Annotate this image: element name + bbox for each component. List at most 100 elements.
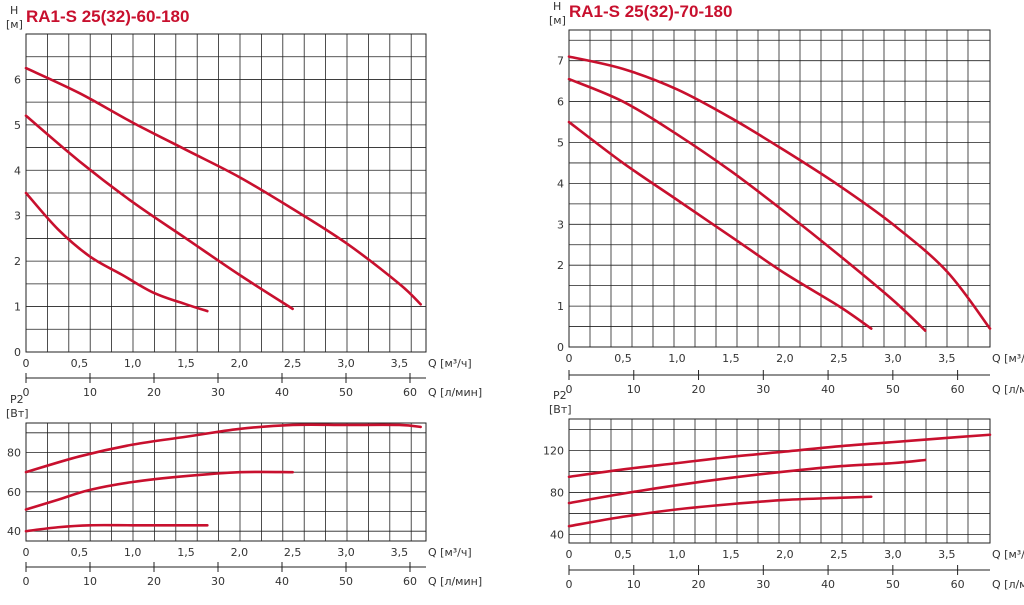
x-tick-label: 0 bbox=[566, 352, 573, 365]
y-tick-label: 1 bbox=[14, 301, 21, 314]
y-axis-unit-label: [м] bbox=[549, 14, 566, 27]
secondary-x-tick-label: 60 bbox=[951, 383, 965, 396]
y-tick-label: 0 bbox=[557, 341, 564, 354]
plot-frame bbox=[568, 418, 991, 544]
curve-series-3 bbox=[567, 55, 992, 330]
secondary-x-tick-label: 20 bbox=[692, 383, 706, 396]
secondary-x-axis-label: Q [л/мин] bbox=[428, 575, 482, 588]
y-axis-label: H bbox=[553, 0, 561, 13]
x-tick-label: 1,5 bbox=[177, 357, 195, 370]
x-tick-label: 0 bbox=[23, 357, 30, 370]
secondary-x-tick-label: 10 bbox=[83, 575, 97, 588]
y-tick-label: 80 bbox=[7, 447, 21, 460]
secondary-x-tick-label: 0 bbox=[23, 575, 30, 588]
x-tick-label: 2,5 bbox=[284, 546, 302, 559]
secondary-x-tick-label: 0 bbox=[566, 578, 573, 591]
secondary-x-tick-label: 0 bbox=[566, 383, 573, 396]
curve-series-1 bbox=[24, 523, 209, 533]
secondary-x-tick-label: 40 bbox=[821, 578, 835, 591]
chart-left-power: 40 60 80 P2[Вт] 0 0,5 1,0 1,5 2,0 2,5 3,0 3,5 Q [м³/… bbox=[6, 393, 482, 588]
secondary-x-tick-label: 20 bbox=[147, 575, 161, 588]
curve-series-3 bbox=[567, 433, 992, 479]
x-axis-label: Q [м³/ч] bbox=[428, 357, 472, 370]
x-tick-label: 1,5 bbox=[177, 546, 195, 559]
curve-series-2 bbox=[24, 470, 294, 511]
chart-right-head: 0 1 2 3 4 5 6 7 H[м] 0 0,5 1,0 1,5 2,0 2,5 3,0 3,5 Q [м³/… bbox=[549, 0, 1024, 396]
y-tick-label: 40 bbox=[7, 525, 21, 538]
x-tick-label: 0,5 bbox=[71, 357, 89, 370]
x-tick-label: 2,0 bbox=[776, 548, 794, 561]
x-axis-label: Q [м³/ч] bbox=[992, 548, 1024, 561]
secondary-x-tick-label: 50 bbox=[886, 578, 900, 591]
y-tick-label: 120 bbox=[543, 445, 564, 458]
secondary-x-tick-label: 60 bbox=[951, 578, 965, 591]
curve-series-1 bbox=[567, 495, 873, 528]
curve-series-3 bbox=[24, 423, 422, 474]
secondary-x-tick-label: 50 bbox=[886, 383, 900, 396]
x-tick-label: 2,5 bbox=[284, 357, 302, 370]
x-tick-label: 2,0 bbox=[776, 352, 794, 365]
y-axis-unit-label: [Вт] bbox=[6, 407, 29, 420]
secondary-x-tick-label: 50 bbox=[339, 386, 353, 399]
secondary-x-tick-label: 30 bbox=[756, 383, 770, 396]
x-tick-label: 2,0 bbox=[231, 546, 249, 559]
x-tick-label: 0,5 bbox=[614, 352, 632, 365]
secondary-x-tick-label: 0 bbox=[23, 386, 30, 399]
curve-series-1 bbox=[567, 120, 873, 330]
y-tick-label: 5 bbox=[14, 119, 21, 132]
y-tick-label: 6 bbox=[14, 73, 21, 86]
y-axis-label: P2 bbox=[553, 389, 567, 402]
x-tick-label: 0 bbox=[566, 548, 573, 561]
secondary-x-tick-label: 10 bbox=[627, 578, 641, 591]
x-tick-label: 3,0 bbox=[337, 546, 355, 559]
secondary-x-tick-label: 60 bbox=[403, 386, 417, 399]
secondary-x-tick-label: 50 bbox=[339, 575, 353, 588]
y-tick-label: 6 bbox=[557, 96, 564, 109]
secondary-x-tick-label: 40 bbox=[821, 383, 835, 396]
y-axis-label: P2 bbox=[10, 393, 24, 406]
x-tick-label: 1,0 bbox=[124, 546, 142, 559]
y-tick-label: 4 bbox=[14, 164, 21, 177]
x-tick-label: 0,5 bbox=[614, 548, 632, 561]
y-tick-label: 1 bbox=[557, 300, 564, 313]
y-tick-label: 0 bbox=[14, 346, 21, 359]
y-tick-label: 40 bbox=[550, 529, 564, 542]
curve-series-2 bbox=[24, 114, 294, 311]
secondary-x-tick-label: 60 bbox=[403, 575, 417, 588]
x-tick-label: 3,0 bbox=[884, 548, 902, 561]
x-axis-label: Q [м³/ч] bbox=[428, 546, 472, 559]
y-tick-label: 4 bbox=[557, 177, 564, 190]
x-tick-label: 3,5 bbox=[938, 352, 956, 365]
secondary-x-tick-label: 20 bbox=[147, 386, 161, 399]
y-tick-label: 2 bbox=[557, 259, 564, 272]
x-tick-label: 3,0 bbox=[337, 357, 355, 370]
x-tick-label: 2,0 bbox=[231, 357, 249, 370]
x-tick-label: 1,0 bbox=[668, 352, 686, 365]
x-tick-label: 0,5 bbox=[71, 546, 89, 559]
secondary-x-axis-label: Q [л/мин] bbox=[428, 386, 482, 399]
curve-series-3 bbox=[24, 66, 422, 306]
plot-frame bbox=[25, 422, 427, 542]
secondary-x-axis-label: Q [л/мин] bbox=[992, 578, 1024, 591]
curve-series-2 bbox=[567, 458, 927, 505]
x-tick-label: 2,5 bbox=[830, 352, 848, 365]
chart-title-right: RA1-S 25(32)-70-180 bbox=[569, 2, 733, 21]
x-tick-label: 3,0 bbox=[884, 352, 902, 365]
y-tick-label: 3 bbox=[14, 210, 21, 223]
y-tick-label: 5 bbox=[557, 136, 564, 149]
y-axis-unit-label: [Вт] bbox=[549, 403, 572, 416]
plot-frame bbox=[568, 29, 991, 348]
secondary-x-axis-label: Q [л/мин] bbox=[992, 383, 1024, 396]
x-tick-label: 2,5 bbox=[830, 548, 848, 561]
secondary-x-tick-label: 30 bbox=[211, 575, 225, 588]
x-tick-label: 3,5 bbox=[391, 357, 409, 370]
x-tick-label: 1,0 bbox=[124, 357, 142, 370]
secondary-x-tick-label: 30 bbox=[756, 578, 770, 591]
secondary-x-tick-label: 40 bbox=[275, 575, 289, 588]
secondary-x-tick-label: 40 bbox=[275, 386, 289, 399]
y-tick-label: 80 bbox=[550, 487, 564, 500]
y-axis-unit-label: [м] bbox=[6, 18, 23, 31]
chart-right-power: 40 80 120 P2[Вт] 0 0,5 1,0 1,5 2,0 2,5 3,0 3,5 Q [м³… bbox=[543, 389, 1024, 591]
y-tick-label: 2 bbox=[14, 255, 21, 268]
